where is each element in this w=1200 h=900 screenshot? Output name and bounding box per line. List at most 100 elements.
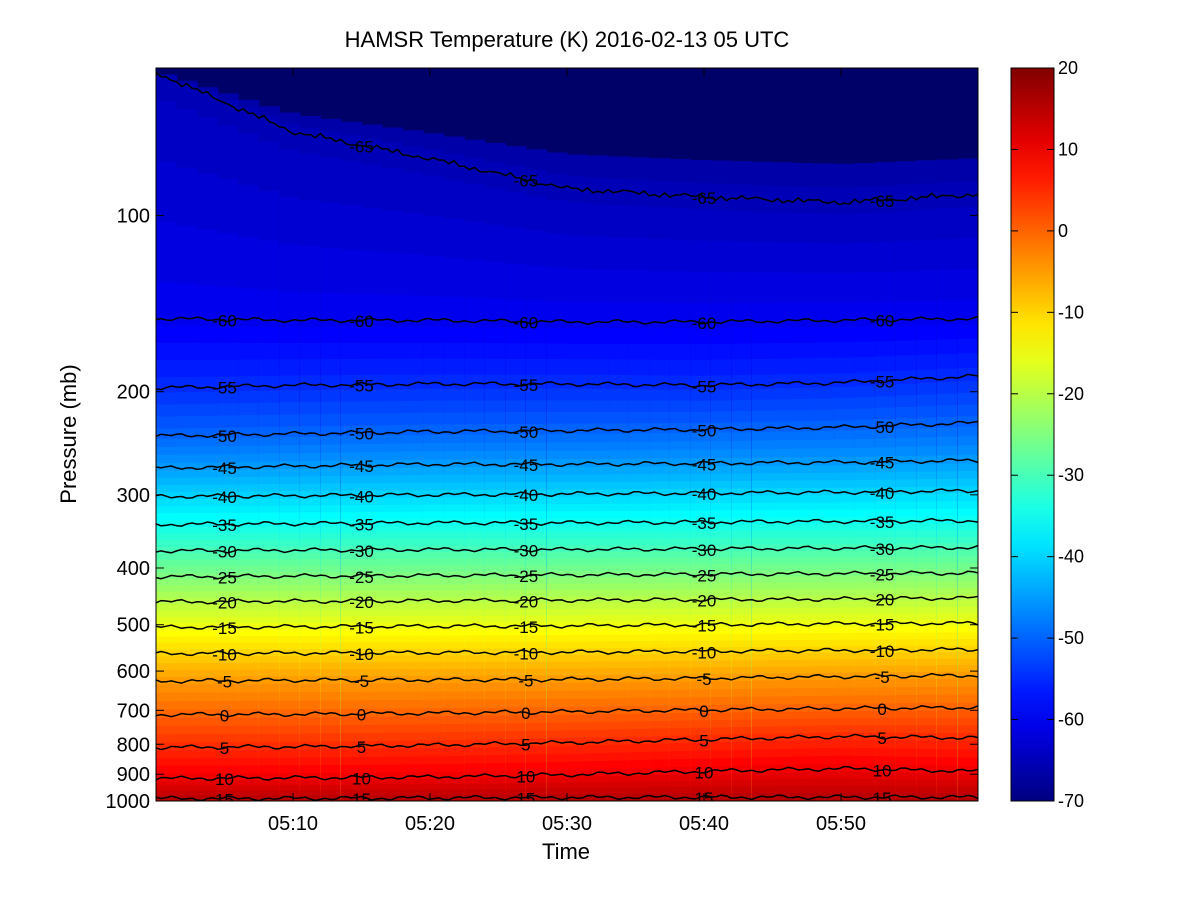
- field-band: [936, 799, 959, 801]
- y-tick-label: 1000: [106, 791, 151, 813]
- contour-label: -60: [212, 311, 237, 330]
- contour-label: -60: [514, 313, 539, 332]
- contour-line--60: [156, 315, 978, 325]
- contour-label: -35: [514, 515, 539, 534]
- field-band: [916, 793, 938, 801]
- colorbar-tick-label: 10: [1058, 139, 1078, 159]
- contour-label: -55: [692, 377, 717, 396]
- colorbar-gradient: [1010, 67, 1055, 802]
- contour-label: 0: [877, 700, 886, 719]
- contour-label: -45: [870, 454, 895, 473]
- field-band: [546, 799, 568, 801]
- contour-label: -40: [349, 487, 374, 506]
- field-band: [505, 799, 527, 801]
- field-band: [525, 794, 548, 801]
- contour-line-10: [156, 765, 978, 781]
- contour-label: -10: [212, 645, 237, 664]
- field-band: [751, 799, 774, 801]
- field-band: [669, 793, 691, 801]
- field-band: [834, 799, 856, 801]
- colorbar-tick-label: -50: [1058, 628, 1084, 648]
- contour-label: -45: [514, 456, 539, 475]
- x-tick-label: 05:20: [405, 813, 455, 835]
- contour-label: -50: [870, 418, 895, 437]
- contour-label: -20: [212, 594, 237, 613]
- contour-label: -30: [349, 542, 374, 561]
- contour-label: -35: [870, 513, 895, 532]
- contour-label: -20: [692, 592, 717, 611]
- contour-label: -25: [212, 568, 237, 587]
- field-band: [382, 794, 404, 801]
- field-band: [957, 799, 978, 801]
- contour-label: 0: [699, 702, 708, 721]
- colorbar-tick-label: -10: [1058, 302, 1084, 322]
- y-tick-label: 200: [117, 382, 150, 404]
- contour-label: -45: [692, 455, 717, 474]
- y-tick-label: 800: [117, 734, 150, 756]
- contour-label: -55: [349, 377, 374, 396]
- contour-label: -60: [349, 312, 374, 331]
- contour-line--50: [156, 420, 978, 438]
- contour-label: 0: [220, 706, 229, 725]
- contour-label: -20: [870, 591, 895, 610]
- y-tick-label: 100: [117, 205, 150, 227]
- contour-label: -10: [692, 643, 717, 662]
- plot-area: -65-65-65 -65-60 -60 -60 -60 -60-55 -55 -55 -55-…: [156, 68, 978, 809]
- field-band: [772, 799, 794, 801]
- contour-label: -25: [349, 568, 374, 587]
- x-tick-label: 05:30: [542, 813, 592, 835]
- y-axis-label: Pressure (mb): [56, 364, 81, 503]
- colorbar-tick-label: -30: [1058, 465, 1084, 485]
- contour-line--65: [156, 71, 978, 206]
- contour-label: -15: [514, 618, 539, 637]
- contour-label: -35: [349, 515, 374, 534]
- colorbar-tick-label: -60: [1058, 710, 1084, 730]
- contour-label: -10: [349, 645, 374, 664]
- contour-line--30: [156, 544, 978, 554]
- x-axis-label: Time: [542, 839, 590, 864]
- contour-label: -5: [875, 668, 890, 687]
- contour-label: 15: [215, 790, 234, 809]
- x-axis-ticks: 05:10 05:20 05:30 05:40 05:50: [268, 68, 866, 835]
- contour-line--25: [156, 570, 978, 580]
- chart-title: HAMSR Temperature (K) 2016-02-13 05 UTC: [345, 27, 790, 52]
- field-band: [217, 795, 239, 801]
- y-tick-label: 300: [117, 485, 150, 507]
- field-band: [649, 799, 671, 801]
- contour-label: 0: [521, 704, 530, 723]
- temperature-field: [156, 68, 978, 801]
- contour-label: -5: [696, 670, 711, 689]
- colorbar-tick-label: 20: [1058, 58, 1078, 78]
- contour-label: 15: [352, 790, 371, 809]
- x-tick-label: 05:40: [679, 813, 729, 835]
- contour-label: -5: [518, 672, 533, 691]
- contour-label: -40: [692, 485, 717, 504]
- contour-label: -30: [514, 542, 539, 561]
- contour-label: -65: [514, 172, 539, 191]
- field-band: [895, 799, 917, 801]
- field-band: [875, 793, 897, 801]
- contour-label: -50: [349, 425, 374, 444]
- contour-label: -65: [349, 137, 374, 156]
- y-tick-label: 500: [117, 615, 150, 637]
- contour-line-0: [156, 705, 978, 718]
- contour-label: -25: [692, 566, 717, 585]
- field-band: [299, 795, 321, 801]
- field-band: [587, 799, 609, 801]
- contour-label: 15: [516, 790, 535, 809]
- field-band: [320, 795, 342, 801]
- field-band: [751, 793, 774, 801]
- contour-label: -60: [870, 312, 895, 331]
- contour-label: -15: [692, 617, 717, 636]
- field-band: [957, 793, 978, 801]
- contour-line--5: [156, 672, 978, 684]
- x-tick-label: 05:50: [816, 813, 866, 835]
- field-band: [279, 795, 301, 801]
- contour-label: 10: [873, 761, 892, 780]
- contour-label: -10: [870, 642, 895, 661]
- contour-label: 5: [357, 738, 366, 757]
- contour-label: 5: [220, 739, 229, 758]
- contour-label: 5: [877, 729, 886, 748]
- contour-label: -40: [514, 486, 539, 505]
- field-band: [649, 793, 671, 801]
